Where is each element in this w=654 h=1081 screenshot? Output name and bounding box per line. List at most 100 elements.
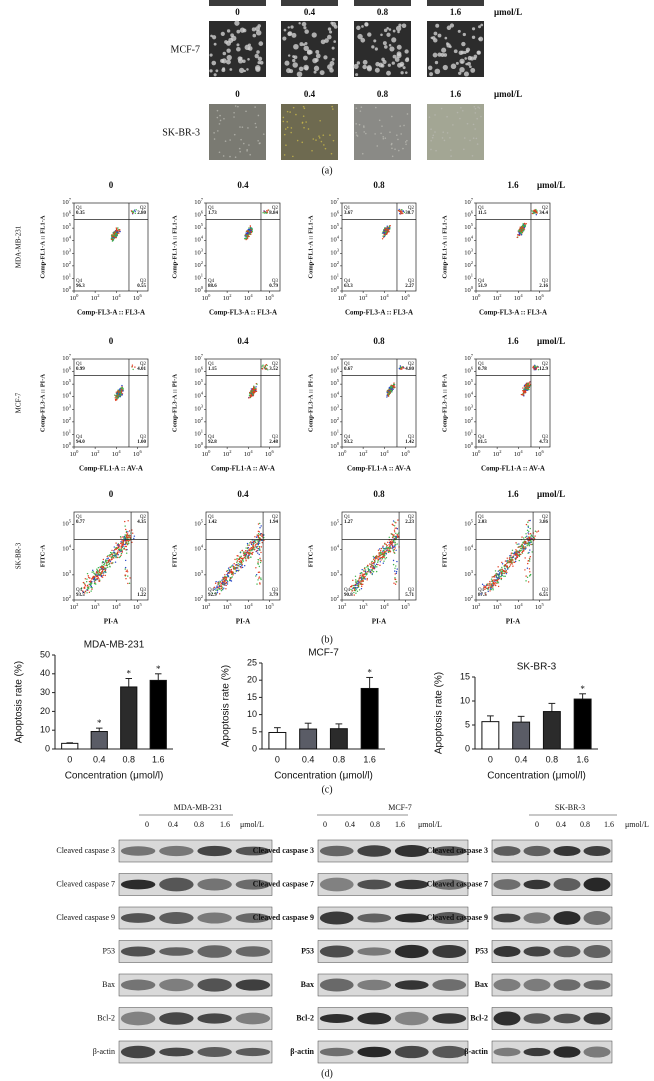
quadrant-value: 81.5 xyxy=(478,440,487,445)
cell xyxy=(221,58,227,64)
event-dot xyxy=(392,386,395,388)
event-dot xyxy=(96,575,99,578)
event-dot xyxy=(529,556,532,558)
cell xyxy=(383,28,388,33)
tick-base: 10 xyxy=(535,295,542,302)
event-dot xyxy=(381,556,383,559)
event-dot xyxy=(519,549,521,552)
event-dot xyxy=(214,592,217,594)
cell xyxy=(216,109,219,112)
event-dot xyxy=(489,584,491,587)
cell xyxy=(286,120,289,123)
event-dot xyxy=(121,548,123,551)
caption: (b) xyxy=(321,634,333,645)
event-dot xyxy=(133,535,136,537)
plot-frame xyxy=(73,358,149,448)
event-dot xyxy=(495,574,497,576)
event-dot xyxy=(527,525,529,527)
cell xyxy=(259,142,261,144)
event-dot xyxy=(124,574,126,576)
event-dot xyxy=(215,580,217,583)
blot-band xyxy=(553,979,581,991)
y-tick-label: 100 xyxy=(330,441,340,450)
event-dot xyxy=(533,368,536,371)
event-dot xyxy=(534,209,536,211)
event-dot xyxy=(127,540,130,542)
cell xyxy=(406,139,408,142)
tick-base: 10 xyxy=(202,451,209,458)
event-dot xyxy=(243,552,246,555)
y-tick-label: 100 xyxy=(464,441,474,450)
event-dot xyxy=(230,576,232,579)
event-dot xyxy=(394,577,396,579)
event-dot xyxy=(109,555,111,557)
event-dot xyxy=(120,540,122,543)
tick-base: 10 xyxy=(330,418,337,425)
x-axis-label: Comp-FL3-A :: FL3-A xyxy=(209,309,277,317)
cell xyxy=(437,52,442,57)
quadrant-value: 2.48 xyxy=(269,440,278,445)
x-tick-label: 102 xyxy=(359,293,368,302)
event-dot xyxy=(527,521,529,523)
tick-exponent: 0 xyxy=(337,441,340,446)
cell xyxy=(474,112,477,114)
y-axis-label: Comp-FL3-A :: PI-A xyxy=(171,374,178,432)
quadrant-name: Q4 xyxy=(344,279,351,284)
cell xyxy=(238,147,241,150)
event-dot xyxy=(388,388,390,390)
significance: * xyxy=(580,684,585,694)
event-dot xyxy=(522,229,525,232)
y-tick-label: 106 xyxy=(62,210,72,219)
cell xyxy=(404,49,409,54)
event-dot xyxy=(388,227,390,230)
event-dot xyxy=(119,548,121,551)
cell xyxy=(226,29,231,33)
y-tick-label: 101 xyxy=(464,428,473,437)
event-dot xyxy=(396,543,398,545)
event-dot xyxy=(527,382,529,385)
quadrant-name: Q2 xyxy=(140,362,147,367)
event-dot xyxy=(117,550,119,552)
event-dot xyxy=(230,565,233,567)
quadrant-value: 88.6 xyxy=(208,284,217,289)
event-dot xyxy=(245,547,247,549)
y-tick-label: 50 xyxy=(40,649,50,659)
event-dot xyxy=(248,227,250,229)
conc-label: 0.4 xyxy=(168,820,178,829)
event-dot xyxy=(500,577,503,580)
event-dot xyxy=(494,580,496,582)
event-dot xyxy=(522,224,524,226)
cell xyxy=(239,56,243,60)
event-dot xyxy=(496,580,498,582)
event-dot xyxy=(394,544,396,546)
conc-label: 1.6 xyxy=(220,820,230,829)
event-dot xyxy=(376,557,378,559)
cell xyxy=(283,154,286,156)
cell xyxy=(402,147,404,150)
cell xyxy=(213,42,217,46)
event-dot xyxy=(529,533,532,535)
event-dot xyxy=(375,555,377,558)
event-dot xyxy=(98,571,101,573)
cell xyxy=(210,34,213,38)
blot-band xyxy=(235,846,271,856)
conc-label: 0.4 xyxy=(304,89,316,99)
event-dot xyxy=(357,586,360,588)
cell xyxy=(255,126,257,129)
quadrant-name: Q1 xyxy=(76,362,83,367)
quadrant-name: Q4 xyxy=(76,588,83,593)
cell xyxy=(246,150,248,152)
quadrant-name: Q3 xyxy=(408,435,415,440)
event-dot xyxy=(396,568,398,570)
unit-label: μmol/L xyxy=(494,89,522,99)
event-dot xyxy=(511,561,513,563)
cell xyxy=(395,25,402,32)
event-dot xyxy=(124,520,126,523)
event-dot xyxy=(373,558,375,561)
cell xyxy=(397,149,400,152)
event-dot xyxy=(118,391,120,393)
event-dot xyxy=(394,552,396,554)
event-dot xyxy=(523,549,525,552)
event-dot xyxy=(517,553,519,555)
event-dot xyxy=(124,568,126,570)
